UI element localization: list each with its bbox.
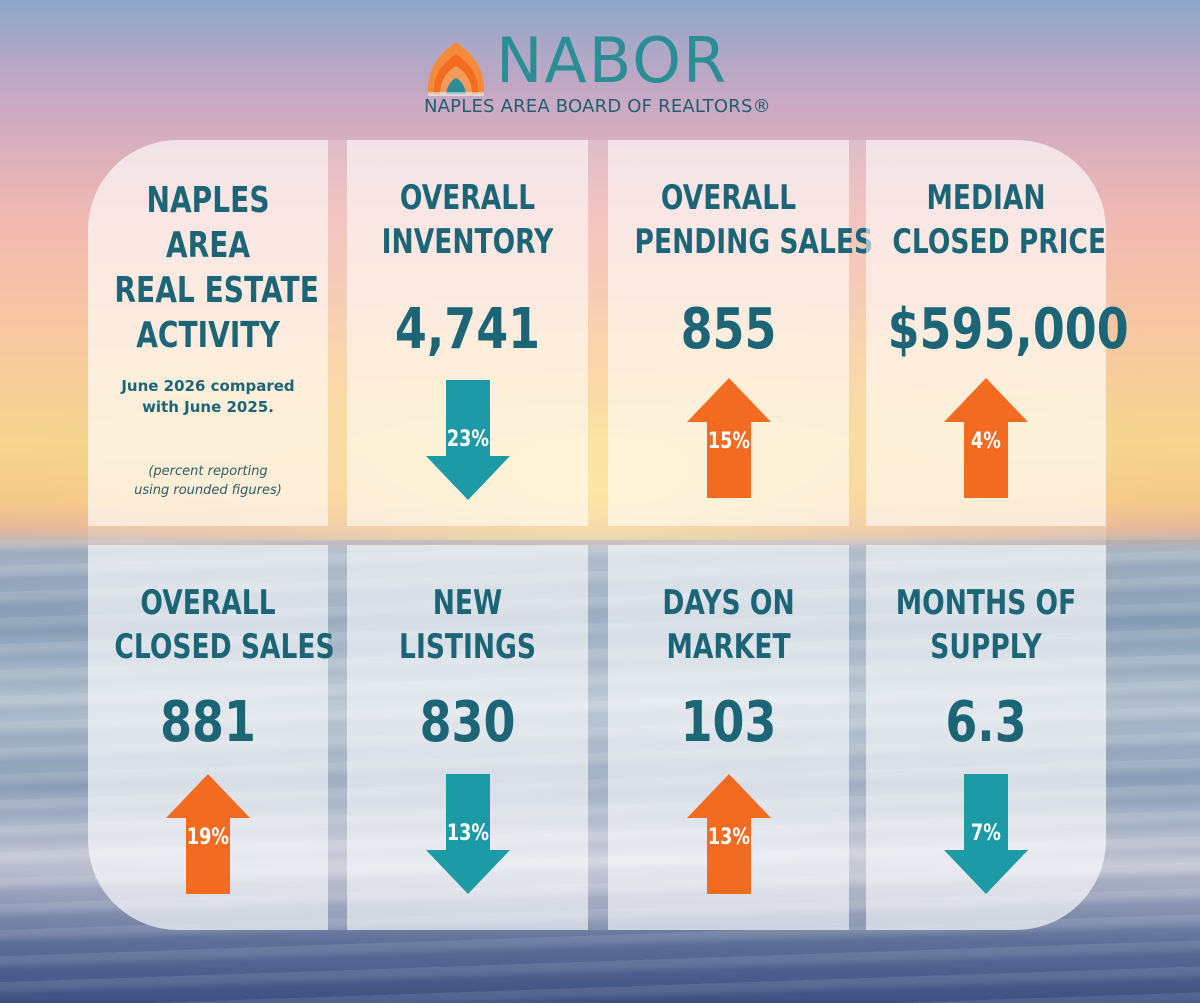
stat-tile-closed-sales: OVERALL CLOSED SALES 881 19% <box>88 545 335 930</box>
stat-value: 103 <box>680 690 777 755</box>
change-label: 4% <box>971 429 1001 454</box>
stat-title: MEDIAN CLOSED PRICE <box>892 178 1107 262</box>
down-arrow-icon: 23% <box>426 380 510 500</box>
stat-tile-inventory: OVERALL INVENTORY 4,741 23% <box>347 140 588 526</box>
stat-value: 6.3 <box>945 690 1027 755</box>
stat-tile-pending-sales: OVERALL PENDING SALES 855 15% <box>608 140 874 526</box>
stat-value: 4,741 <box>394 297 541 362</box>
change-label: 13% <box>707 825 751 850</box>
up-arrow-icon: 13% <box>687 774 771 894</box>
up-arrow-icon: 4% <box>944 378 1028 498</box>
change-label: 15% <box>707 429 751 454</box>
up-arrow-icon: 15% <box>687 378 771 498</box>
change-label: 7% <box>971 821 1001 846</box>
change-label: 13% <box>446 821 490 846</box>
stat-value: $595,000 <box>887 297 1129 362</box>
intro-subtitle: June 2026 compared with June 2025. <box>121 377 295 416</box>
up-arrow-icon: 19% <box>166 774 250 894</box>
stat-title: OVERALL CLOSED SALES <box>114 583 335 667</box>
logo-name: NABOR <box>496 24 729 97</box>
down-arrow-icon: 7% <box>944 774 1028 894</box>
stat-tile-median-price: MEDIAN CLOSED PRICE $595,000 4% <box>866 140 1129 526</box>
logo-subtitle: NAPLES AREA BOARD OF REALTORS® <box>424 96 771 117</box>
intro-tile: NAPLES AREA REAL ESTATE ACTIVITY June 20… <box>88 140 328 526</box>
shell-icon <box>427 42 485 96</box>
stat-title: OVERALL PENDING SALES <box>634 178 874 262</box>
down-arrow-icon: 13% <box>426 774 510 894</box>
nabor-logo: NABOR NAPLES AREA BOARD OF REALTORS® <box>0 22 1200 122</box>
change-label: 19% <box>186 825 230 850</box>
intro-title: NAPLES AREA REAL ESTATE ACTIVITY <box>114 180 319 356</box>
stat-title: DAYS ON MARKET <box>662 583 795 667</box>
stat-tile-months-of-supply: MONTHS OF SUPPLY 6.3 7% <box>866 545 1106 930</box>
intro-note: (percent reporting using rounded figures… <box>134 464 282 498</box>
stat-value: 855 <box>680 297 777 362</box>
stat-value: 881 <box>160 690 256 755</box>
stat-value: 830 <box>419 690 516 755</box>
stat-tile-new-listings: NEW LISTINGS 830 13% <box>347 545 588 930</box>
stat-title: OVERALL INVENTORY <box>381 178 554 262</box>
stat-title: NEW LISTINGS <box>399 583 536 667</box>
change-label: 23% <box>446 427 490 452</box>
stat-tile-days-on-market: DAYS ON MARKET 103 13% <box>608 545 849 930</box>
stat-title: MONTHS OF SUPPLY <box>895 583 1077 667</box>
